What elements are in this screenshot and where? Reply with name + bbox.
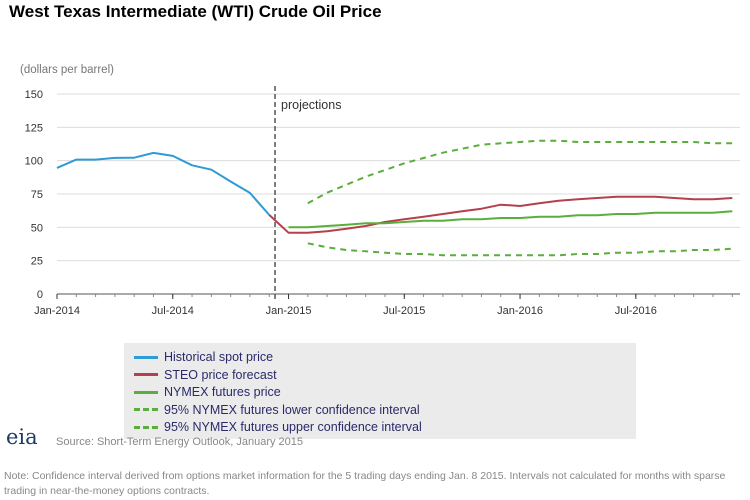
legend-item: STEO price forecast bbox=[134, 367, 277, 383]
legend-swatch bbox=[134, 390, 158, 394]
y-tick-label: 50 bbox=[31, 222, 43, 234]
legend-swatch bbox=[134, 355, 158, 359]
y-tick-label: 0 bbox=[37, 289, 43, 301]
y-tick-label: 100 bbox=[25, 156, 43, 168]
projection-label: projections bbox=[281, 98, 341, 112]
x-tick-label: Jul-2015 bbox=[383, 305, 425, 317]
legend-swatch bbox=[134, 408, 158, 411]
series-line-1 bbox=[56, 151, 270, 216]
x-tick-label: Jan-2015 bbox=[266, 305, 312, 317]
x-tick-label: Jan-2014 bbox=[34, 305, 80, 317]
series-line-3 bbox=[288, 210, 733, 229]
units-label: (dollars per barrel) bbox=[20, 64, 114, 76]
series-line-2 bbox=[268, 195, 733, 234]
legend-item: 95% NYMEX futures upper confidence inter… bbox=[134, 419, 422, 435]
legend: Historical spot price STEO price forecast… bbox=[124, 343, 636, 439]
legend-item: NYMEX futures price bbox=[134, 384, 281, 400]
eia-logo: eia bbox=[6, 425, 38, 449]
legend-label: 95% NYMEX futures lower confidence inter… bbox=[164, 402, 420, 417]
legend-label: 95% NYMEX futures upper confidence inter… bbox=[164, 420, 422, 434]
x-tick-label: Jul-2014 bbox=[152, 305, 194, 317]
x-tick-label: Jul-2016 bbox=[615, 305, 657, 317]
y-tick-label: 75 bbox=[31, 189, 43, 201]
legend-item: 95% NYMEX futures lower confidence inter… bbox=[134, 402, 420, 418]
y-tick-label: 125 bbox=[25, 122, 43, 134]
x-tick-label: Jan-2016 bbox=[497, 305, 543, 317]
legend-swatch bbox=[134, 373, 158, 376]
legend-label: NYMEX futures price bbox=[164, 385, 281, 399]
legend-item: Historical spot price bbox=[134, 349, 273, 365]
legend-label: Historical spot price bbox=[164, 350, 274, 364]
series-line-5 bbox=[307, 139, 733, 205]
legend-swatch bbox=[134, 425, 158, 429]
y-tick-label: 150 bbox=[25, 89, 43, 101]
footnote: Note: Confidence interval derived from o… bbox=[4, 470, 726, 497]
y-tick-label: 25 bbox=[31, 256, 43, 268]
legend-label: STEO price forecast bbox=[164, 367, 277, 382]
series-line-4 bbox=[307, 242, 733, 257]
chart-title: West Texas Intermediate (WTI) Crude Oil … bbox=[9, 2, 382, 21]
chart-plot: 0 25 50 75 100 125 150 Jan-2014 Jul-2014 Jan-2015… bbox=[25, 86, 740, 317]
source-note: Source: Short-Term Energy Outlook, Janua… bbox=[56, 436, 304, 448]
